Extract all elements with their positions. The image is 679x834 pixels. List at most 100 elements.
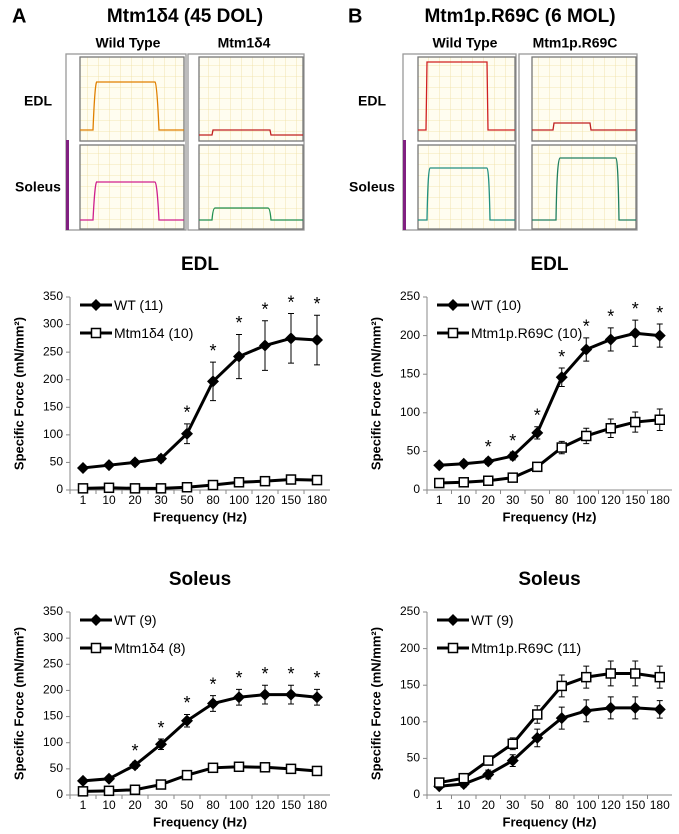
chart-title: Soleus xyxy=(169,569,231,590)
point xyxy=(532,709,543,720)
legend-label: WT (10) xyxy=(471,297,522,313)
point xyxy=(207,479,219,491)
x-tick-label: 50 xyxy=(531,493,545,507)
trace xyxy=(532,157,636,221)
point xyxy=(555,712,568,725)
significance-label: * xyxy=(534,405,541,425)
x-tick-label: 20 xyxy=(128,493,142,507)
point xyxy=(181,714,193,727)
point xyxy=(604,333,617,346)
legend-entry: Mtm1p.R69C (10) xyxy=(471,325,582,341)
trace xyxy=(80,181,184,221)
y-axis-label: Specific Force (mN/mm²) xyxy=(368,627,383,780)
column-label: Wild Type xyxy=(96,35,161,51)
point xyxy=(507,472,518,483)
trace-grid xyxy=(79,56,185,142)
chart-title: EDL xyxy=(531,254,569,275)
x-tick-label: 150 xyxy=(281,493,301,507)
x-tick-label: 120 xyxy=(255,493,275,507)
y-tick-label: 50 xyxy=(50,455,64,469)
x-tick-label: 120 xyxy=(255,798,275,812)
legend-label: Mtm1p.R69C (11) xyxy=(471,640,582,656)
significance-label: * xyxy=(235,313,242,333)
legend-entry: Mtm1δ4 (8) xyxy=(114,640,186,656)
y-tick-label: 150 xyxy=(43,399,63,413)
x-tick-label: 150 xyxy=(281,798,301,812)
x-tick-label: 1 xyxy=(436,493,443,507)
y-tick-label: 200 xyxy=(400,328,420,342)
y-axis-label: Specific Force (mN/mm²) xyxy=(11,317,26,470)
point xyxy=(77,483,89,494)
legend-label: WT (9) xyxy=(471,612,514,628)
significance-label: * xyxy=(632,299,639,319)
point xyxy=(506,450,519,463)
x-tick-label: 10 xyxy=(102,493,116,507)
point xyxy=(181,481,193,493)
y-tick-label: 350 xyxy=(43,289,63,303)
series-line xyxy=(82,693,318,783)
significance-label: * xyxy=(656,303,663,323)
series-line xyxy=(439,706,660,788)
y-tick-label: 150 xyxy=(43,709,63,723)
x-tick-label: 100 xyxy=(576,493,596,507)
y-tick-label: 50 xyxy=(50,761,64,775)
y-tick-label: 300 xyxy=(43,317,63,331)
legend-marker xyxy=(90,642,102,654)
series-line xyxy=(82,478,318,490)
row-label: EDL xyxy=(358,93,386,109)
row-label: Soleus xyxy=(349,179,395,195)
y-axis-label: Specific Force (mN/mm²) xyxy=(11,627,26,780)
legend-label: WT (11) xyxy=(114,297,164,313)
x-axis-label: Frequency (Hz) xyxy=(153,814,247,829)
x-tick-label: 50 xyxy=(180,493,194,507)
y-tick-label: 0 xyxy=(56,482,63,496)
y-tick-label: 150 xyxy=(400,366,420,380)
point xyxy=(207,762,219,774)
column-label: Mtm1p.R69C xyxy=(533,35,618,51)
significance-label: * xyxy=(183,403,190,423)
point xyxy=(604,701,617,714)
significance-label: * xyxy=(287,292,294,312)
legend-label: Mtm1δ4 (8) xyxy=(114,640,186,656)
point xyxy=(556,680,567,692)
trace-panels xyxy=(65,53,638,231)
point xyxy=(434,777,445,788)
point xyxy=(181,427,193,440)
x-tick-label: 180 xyxy=(307,798,327,812)
x-tick-label: 1 xyxy=(436,798,443,812)
y-tick-label: 250 xyxy=(400,604,420,618)
significance-label: * xyxy=(287,664,294,684)
x-tick-label: 50 xyxy=(180,798,194,812)
chart-title: Soleus xyxy=(518,569,580,590)
point xyxy=(103,459,115,472)
trace-grid xyxy=(79,144,185,230)
point xyxy=(103,772,115,785)
point xyxy=(155,483,167,494)
point xyxy=(531,731,544,744)
point xyxy=(532,461,543,473)
x-tick-label: 80 xyxy=(555,493,569,507)
y-tick-label: 100 xyxy=(400,405,420,419)
point xyxy=(311,691,323,704)
legend-marker xyxy=(447,299,459,311)
significance-label: * xyxy=(485,437,492,457)
x-tick-label: 20 xyxy=(482,798,496,812)
point xyxy=(207,375,219,388)
significance-label: * xyxy=(235,668,242,688)
point xyxy=(129,784,141,796)
point xyxy=(629,327,642,340)
legend-entry: WT (9) xyxy=(471,612,514,628)
point xyxy=(77,786,89,797)
trace-grid xyxy=(198,144,304,230)
significance-label: * xyxy=(607,307,614,327)
legend-marker xyxy=(447,614,459,626)
legend-label: Mtm1δ4 (10) xyxy=(114,325,194,341)
x-tick-label: 30 xyxy=(154,493,168,507)
y-tick-label: 200 xyxy=(43,683,63,697)
trace xyxy=(532,122,636,131)
point xyxy=(629,701,642,714)
series-line xyxy=(82,765,318,793)
x-tick-label: 10 xyxy=(457,493,471,507)
y-tick-label: 0 xyxy=(413,482,420,496)
